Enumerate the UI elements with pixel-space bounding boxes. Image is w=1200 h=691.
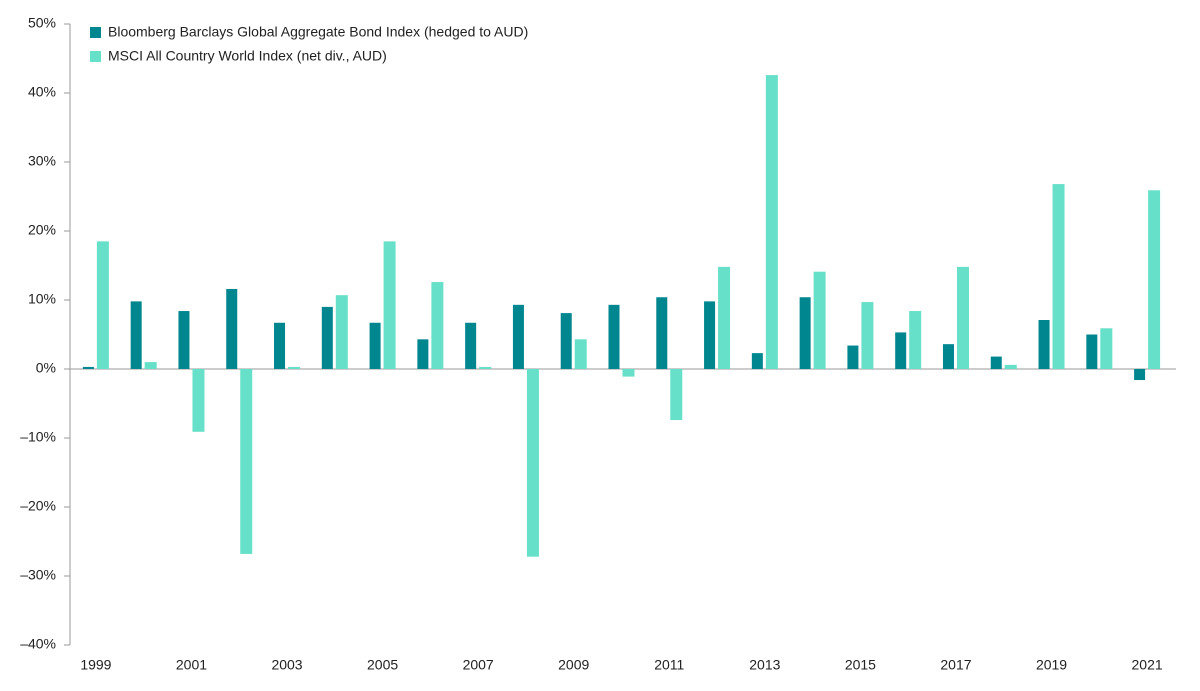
bar — [956, 266, 969, 369]
x-tick-label: 2005 — [367, 657, 398, 673]
x-tick-label: 2015 — [845, 657, 876, 673]
bar — [130, 301, 142, 369]
bar — [656, 297, 668, 369]
bar — [226, 288, 238, 369]
bar — [1052, 184, 1065, 369]
x-tick-label: 1999 — [80, 657, 111, 673]
bar — [144, 362, 157, 369]
bar — [383, 241, 396, 369]
x-tick-label: 2007 — [463, 657, 494, 673]
bar — [369, 322, 381, 369]
bar — [1086, 334, 1098, 369]
y-tick-label: 0% — [36, 360, 56, 376]
x-tick-label: 2003 — [271, 657, 302, 673]
x-tick-label: 2021 — [1132, 657, 1163, 673]
bar — [288, 366, 301, 369]
bar — [1100, 328, 1113, 369]
x-tick-label: 2011 — [654, 657, 684, 673]
y-tick-label: 40% — [28, 84, 56, 100]
legend-swatch — [90, 27, 101, 38]
bar — [622, 369, 635, 377]
bar — [1004, 364, 1017, 369]
x-tick-label: 2001 — [176, 657, 207, 673]
bar — [431, 282, 444, 369]
bar — [847, 345, 859, 369]
y-tick-label: 20% — [28, 222, 56, 238]
x-tick-label: 2019 — [1036, 657, 1067, 673]
bar — [813, 271, 826, 369]
y-tick-label: 10% — [28, 291, 56, 307]
legend-label: MSCI All Country World Index (net div., … — [108, 48, 387, 64]
y-tick-label: –40% — [20, 636, 56, 652]
bar — [1134, 369, 1146, 381]
bar — [240, 369, 253, 554]
bar — [751, 353, 763, 369]
bar — [321, 306, 333, 369]
bar — [861, 302, 874, 369]
bar — [1038, 320, 1050, 369]
bar — [718, 266, 731, 369]
y-tick-label: 50% — [28, 15, 56, 31]
bar — [1148, 190, 1161, 369]
x-tick-label: 2017 — [940, 657, 971, 673]
bar — [417, 339, 429, 369]
bar — [560, 313, 572, 369]
x-tick-label: 2009 — [558, 657, 589, 673]
bar — [670, 369, 683, 421]
y-tick-label: –30% — [20, 567, 56, 583]
bar — [608, 304, 620, 369]
y-tick-label: –20% — [20, 498, 56, 514]
bar — [512, 304, 524, 369]
bar — [799, 297, 811, 369]
bar — [765, 75, 778, 369]
bar — [990, 356, 1002, 369]
bar — [192, 369, 205, 432]
bar — [909, 311, 922, 369]
bar — [895, 332, 907, 369]
bar — [465, 322, 477, 369]
bar — [479, 366, 492, 369]
legend-label: Bloomberg Barclays Global Aggregate Bond… — [108, 24, 528, 40]
bar — [178, 311, 190, 369]
legend-swatch — [90, 51, 101, 62]
y-tick-label: 30% — [28, 153, 56, 169]
bar — [96, 241, 109, 369]
x-tick-label: 2013 — [749, 657, 780, 673]
bar — [942, 344, 954, 369]
bar — [526, 369, 539, 557]
y-tick-label: –10% — [20, 429, 56, 445]
bar — [274, 322, 286, 369]
bar — [82, 366, 94, 369]
bar — [704, 301, 716, 369]
bar — [335, 295, 348, 369]
bar — [574, 339, 587, 369]
